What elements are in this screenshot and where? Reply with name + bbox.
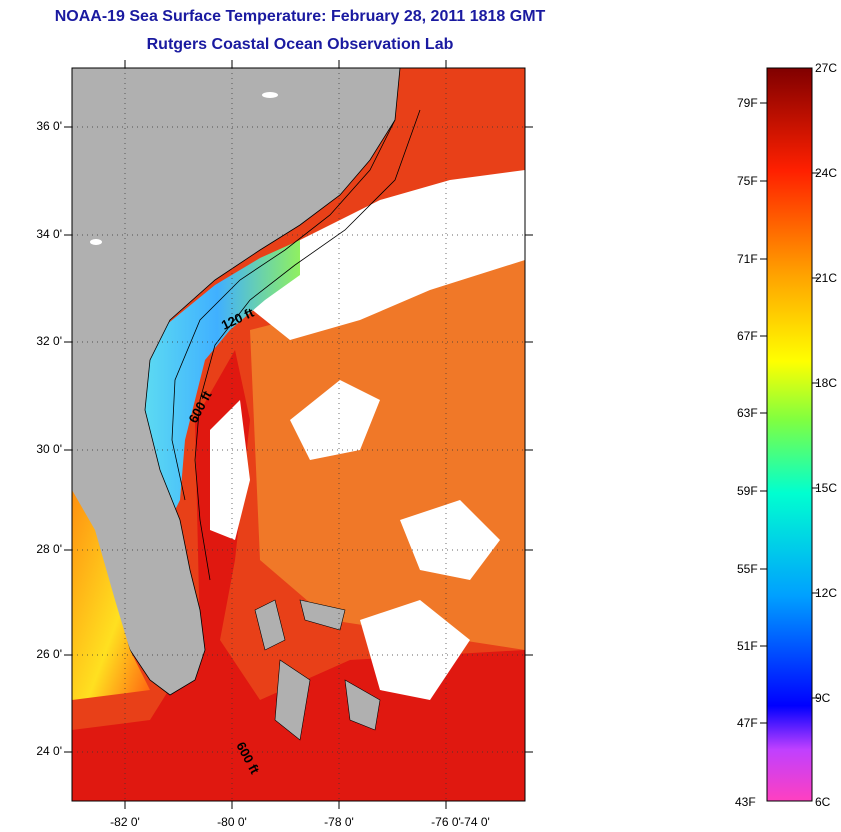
- cloud-patch: [290, 380, 380, 460]
- map-grid: [72, 68, 525, 801]
- lat-label: 28 0': [36, 542, 62, 556]
- colorbar-f-label: 59F: [737, 484, 758, 498]
- colorbar-c-label: 6C: [815, 795, 831, 809]
- colorbar-f-label: 43F: [735, 795, 756, 809]
- colorbar-c-label: 21C: [815, 271, 838, 285]
- colorbar-f-label: 67F: [737, 329, 758, 343]
- continental-shelf-water: [135, 240, 300, 520]
- colorbar-f-label: 79F: [737, 96, 758, 110]
- lon-label: -78 0': [324, 815, 354, 829]
- axis-ticks: [64, 60, 533, 809]
- colorbar-f-label: 47F: [737, 716, 758, 730]
- map-subtitle: Rutgers Coastal Ocean Observation Lab: [146, 36, 454, 53]
- island: [299, 599, 346, 631]
- colorbar-f-label: 63F: [737, 406, 758, 420]
- contour-600ft: [194, 109, 421, 581]
- lon-label: -82 0': [110, 815, 140, 829]
- colorbar-f-label: 55F: [737, 562, 758, 576]
- lat-label: 24 0': [36, 744, 62, 758]
- colorbar-c-label: 12C: [815, 586, 838, 600]
- lon-label: -76 0': [431, 815, 461, 829]
- lat-label: 36 0': [36, 119, 62, 133]
- island: [274, 659, 311, 741]
- colorbar-f-label: 71F: [737, 252, 758, 266]
- lat-label: 30 0': [36, 442, 62, 456]
- gulf-of-mexico-water: [72, 490, 150, 700]
- colorbar-c-label: 9C: [815, 691, 831, 705]
- colorbar-c-label: 15C: [815, 481, 838, 495]
- map-frame: [71, 67, 526, 802]
- lat-label: 34 0': [36, 227, 62, 241]
- colorbar: [766, 67, 813, 802]
- lat-label: 26 0': [36, 647, 62, 661]
- lake: [90, 239, 102, 245]
- cloud-patch: [210, 400, 250, 540]
- lake: [262, 92, 278, 98]
- lon-label: -74 0': [460, 815, 490, 829]
- colorbar-ticks: [760, 102, 819, 724]
- island: [344, 679, 381, 731]
- colorbar-f-label: 51F: [737, 639, 758, 653]
- colorbar-c-label: 24C: [815, 166, 838, 180]
- cloud-patch: [400, 500, 500, 580]
- lon-label: -80 0': [217, 815, 247, 829]
- cloud-cover-north: [240, 170, 525, 340]
- contour-120ft: [171, 119, 396, 501]
- colorbar-c-label: 27C: [815, 61, 838, 75]
- cloud-patch: [360, 600, 470, 700]
- colorbar-c-label: 18C: [815, 376, 838, 390]
- colorbar-f-label: 75F: [737, 174, 758, 188]
- island: [254, 599, 286, 651]
- map-title: NOAA-19 Sea Surface Temperature: Februar…: [54, 8, 546, 25]
- lat-label: 32 0': [36, 334, 62, 348]
